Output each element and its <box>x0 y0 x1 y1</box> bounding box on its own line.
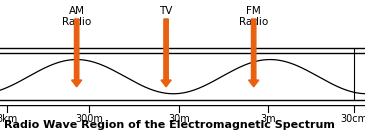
Text: Radio Wave Region of the Electromagnetic Spectrum: Radio Wave Region of the Electromagnetic… <box>4 120 335 130</box>
Text: 30m: 30m <box>168 114 190 124</box>
Text: FM
Radio: FM Radio <box>239 6 268 27</box>
Text: 3m: 3m <box>261 114 276 124</box>
Text: 300m: 300m <box>76 114 103 124</box>
Text: AM
Radio: AM Radio <box>62 6 91 27</box>
FancyArrow shape <box>161 19 171 87</box>
FancyArrow shape <box>72 19 82 87</box>
FancyArrow shape <box>249 19 259 87</box>
Text: 3km: 3km <box>0 114 18 124</box>
Text: 30cm: 30cm <box>341 114 365 124</box>
Text: TV: TV <box>160 6 173 16</box>
